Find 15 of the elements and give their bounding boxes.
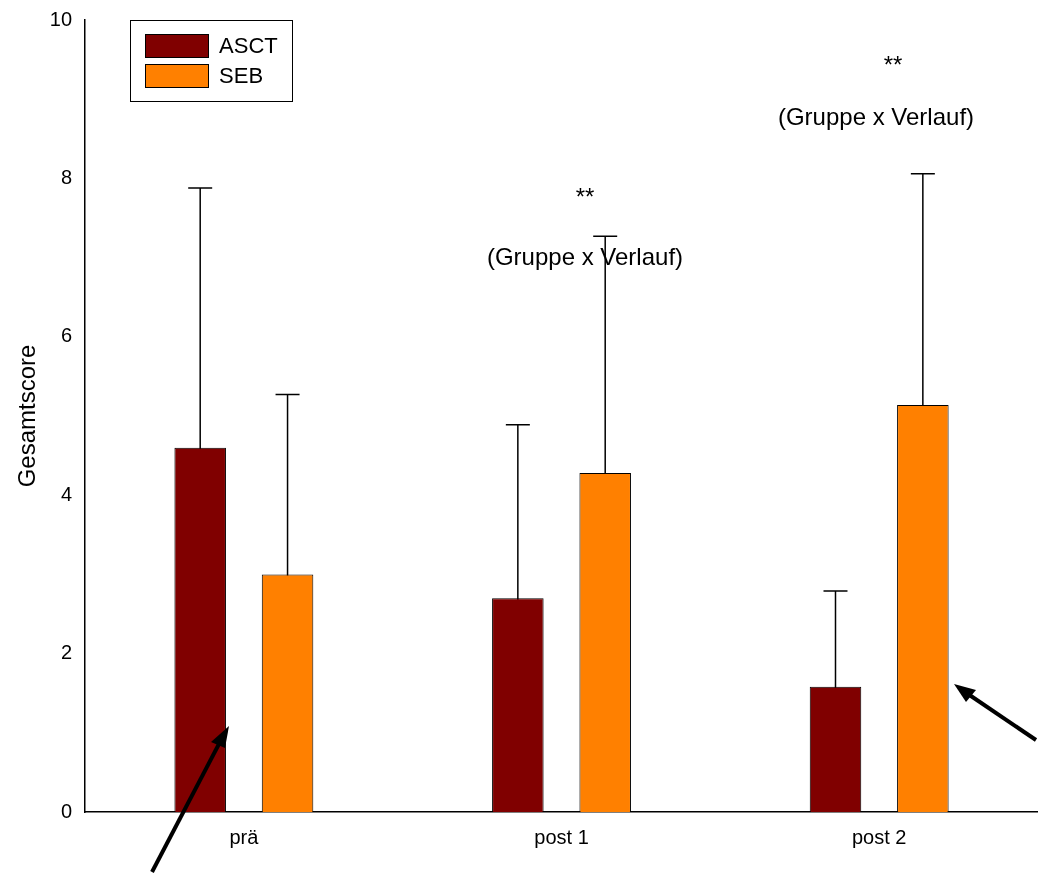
- legend-label: ASCT: [219, 33, 278, 59]
- y-tick-label: 4: [60, 482, 73, 505]
- y-tick-label: 10: [49, 7, 73, 30]
- x-tick-label: post 2: [851, 825, 907, 848]
- y-tick-label: 2: [60, 641, 73, 664]
- y-tick-label: 8: [60, 165, 73, 188]
- annotation: (Gruppe x Verlauf): [777, 102, 975, 130]
- annotation: **: [883, 50, 903, 78]
- legend-label: SEB: [219, 63, 264, 89]
- y-tick-label: 0: [60, 799, 73, 822]
- y-tick-label: 6: [60, 324, 73, 347]
- x-tick-label: prä: [229, 825, 260, 848]
- annotation: **: [575, 182, 595, 210]
- y-axis-title: Gesamtscore: [13, 344, 41, 488]
- x-tick-label: post 1: [534, 825, 589, 848]
